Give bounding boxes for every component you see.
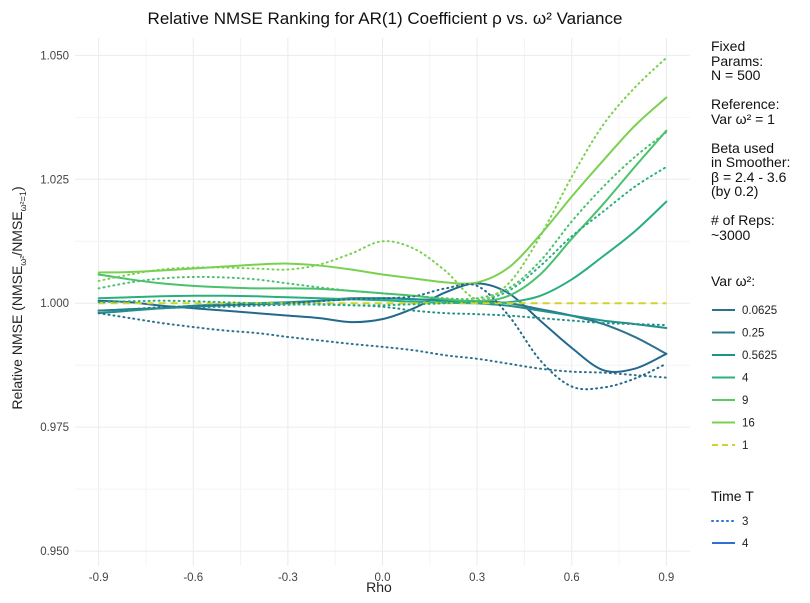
y-tick-label: 1.050: [40, 50, 69, 62]
series-line-var-0_25-t4: [97, 282, 668, 373]
y-axis-label-mid: /NMSE: [9, 211, 25, 255]
legend-var-label: 4: [742, 373, 749, 385]
y-axis-label-main: Relative NMSE (NMSE: [9, 266, 25, 410]
axis-ticks: -0.9 -0.6 -0.3 0.0 0.3 0.6 0.9 0.950 0.975 1.000 1…: [40, 50, 674, 584]
series-line-var-0_5625-t3: [97, 303, 668, 327]
legend-time-label: 3: [742, 516, 748, 528]
legend-time-title: Time T: [711, 488, 754, 504]
chart-title: Relative NMSE Ranking for AR(1) Coeffici…: [148, 9, 623, 28]
legend-var-title: Var ω²:: [711, 273, 755, 289]
x-tick-label: 0.9: [658, 572, 674, 584]
legend-var-label: 9: [742, 395, 748, 407]
y-axis-label-sub2: ω²=1: [18, 191, 28, 211]
series-line-var-4-t4: [97, 200, 668, 305]
y-tick-label: 1.000: [40, 298, 69, 310]
y-axis-label: Relative NMSE (NMSEω²/NMSEω²=1): [9, 186, 28, 409]
annotation-line: in Smoother:: [711, 154, 791, 170]
x-tick-label: 0.3: [469, 572, 485, 584]
annotation-line: (by 0.2): [711, 183, 759, 199]
legend-time: Time T 3 4: [711, 488, 754, 550]
x-tick-label: -0.3: [278, 572, 298, 584]
annotation-line: # of Reps:: [711, 212, 775, 228]
x-tick-label: -0.6: [183, 572, 203, 584]
legend-var-label: 0.25: [742, 328, 764, 340]
legend-var-label: 0.5625: [742, 350, 777, 362]
grid-lines: [75, 38, 690, 566]
annotation-line: Fixed: [711, 38, 746, 54]
annotation-line: Reference:: [711, 96, 780, 112]
legend-var-label: 0.0625: [742, 305, 777, 317]
legend-time-label: 4: [742, 538, 749, 550]
annotation-line: ~3000: [711, 226, 751, 243]
series-line-var-9-t3: [97, 131, 668, 301]
legend-var: Var ω²: 0.0625 0.25 0.5625 4 9 16 1: [711, 273, 777, 452]
x-tick-label: -0.9: [89, 572, 109, 584]
series-line-var-16-t3: [97, 56, 668, 301]
series-line-var-4-t3: [97, 165, 668, 307]
legend-var-label: 16: [742, 418, 755, 430]
x-tick-label: 0.6: [564, 572, 580, 584]
x-axis-label: Rho: [366, 579, 392, 595]
series-lines: [97, 56, 668, 391]
series-line-var-0_25-t3: [97, 283, 668, 391]
y-tick-label: 0.975: [40, 422, 69, 434]
y-tick-label: 1.025: [40, 174, 69, 186]
annotation-line: Params:: [711, 52, 764, 69]
y-tick-label: 0.950: [40, 546, 69, 558]
annotation-line: Beta used: [711, 139, 775, 156]
annotation-line: N = 500: [711, 67, 761, 83]
annotation-line: β = 2.4 - 3.6: [711, 168, 787, 185]
x-tick-label: 0.0: [375, 572, 391, 584]
legend-var-label: 1: [742, 440, 748, 452]
annotation-line: Var ω² = 1: [711, 110, 775, 127]
series-line-var-0_0625-t3: [97, 312, 668, 379]
y-axis-label-end: ): [9, 186, 25, 191]
y-axis-label-sub1: ω²: [18, 256, 28, 266]
